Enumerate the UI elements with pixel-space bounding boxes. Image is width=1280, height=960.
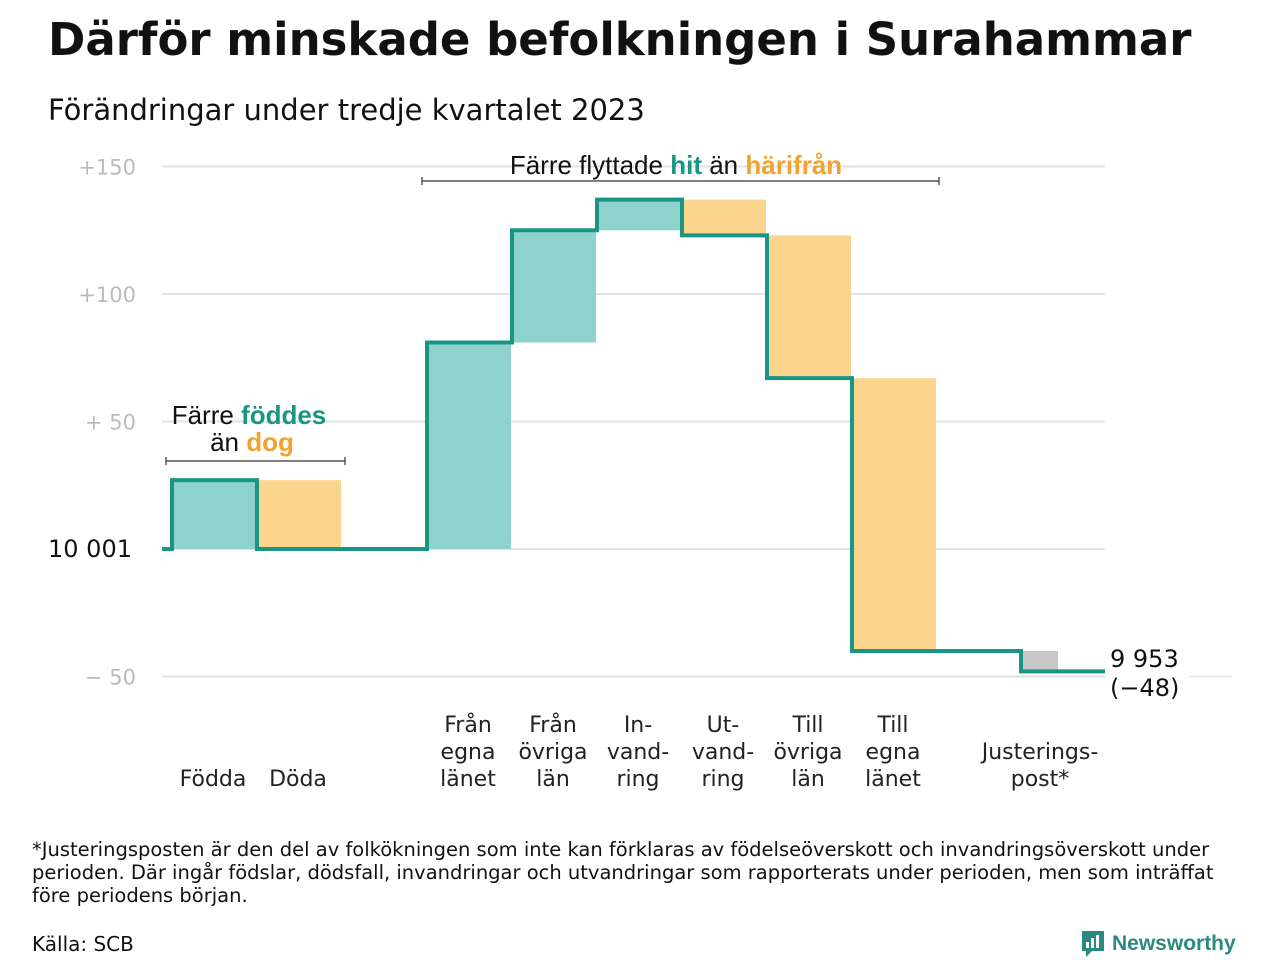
brand-name: Newsworthy <box>1112 932 1236 955</box>
y-axis-ticks: + 50 +100 +150 − 50 <box>78 156 136 690</box>
y-tick-label: +100 <box>78 283 136 307</box>
category-label: vand- <box>692 740 754 765</box>
chart-subtitle: Förändringar under tredje kvartalet 2023 <box>48 93 645 127</box>
category-label: egna <box>441 740 496 765</box>
waterfall-bar <box>427 342 511 549</box>
category-label: egna <box>866 740 921 765</box>
moves-annotation: Färre flyttade hit än härifrån <box>510 150 842 180</box>
end-value-labels: 10 001 9 953 (−48) <box>48 535 1179 702</box>
waterfall-bar <box>597 199 681 231</box>
annotations: Färre föddes än dog Färre flyttade hit ä… <box>165 150 940 465</box>
waterfall-bar <box>852 378 936 651</box>
y-tick-label: − 50 <box>85 666 136 690</box>
category-label: Ut- <box>707 713 740 738</box>
moves-key-hit: hit <box>670 150 702 180</box>
waterfall-bar <box>257 480 341 549</box>
waterfall-bar <box>512 230 596 343</box>
footnote: *Justeringsposten är den del av folkökni… <box>32 838 1214 907</box>
category-label: vand- <box>607 740 669 765</box>
waterfall-bar <box>172 480 258 549</box>
category-label: Till <box>791 713 823 738</box>
category-label: Döda <box>269 767 327 792</box>
end-change-label: (−48) <box>1110 674 1179 702</box>
births-annotation-line1: Färre föddes <box>172 400 327 430</box>
category-label: Födda <box>180 767 247 792</box>
waterfall-chart: + 50+100+150− 50 Födda DödaFrånegnalänetF… <box>48 150 1232 792</box>
births-annotation-line2: än dog <box>210 427 294 457</box>
moves-key-harifran: härifrån <box>745 150 842 180</box>
step-line <box>162 197 1105 674</box>
waterfall-bar <box>1021 651 1058 672</box>
waterfall-bar <box>767 235 851 379</box>
waterfall-bar <box>682 199 766 236</box>
births-key-word: föddes <box>241 400 326 430</box>
category-label: ring <box>616 767 659 792</box>
y-tick-label: +150 <box>78 156 136 180</box>
y-tick-label: + 50 <box>85 411 136 435</box>
category-label: Justerings- <box>980 740 1099 765</box>
category-label: län <box>791 767 825 792</box>
category-label: län <box>536 767 570 792</box>
category-label: länet <box>440 767 496 792</box>
category-label: Från <box>444 712 492 738</box>
x-axis-labels: Födda DödaFrånegnalänetFrånövrigalänIn-va… <box>180 712 1099 792</box>
category-label: övriga <box>518 740 587 765</box>
step-line-layer <box>162 197 1105 674</box>
category-label: Till <box>876 713 908 738</box>
chart-title: Därför minskade befolkningen i Surahamma… <box>48 13 1192 66</box>
waterfall-bars <box>172 199 1058 672</box>
end-value-label: 9 953 <box>1110 645 1179 673</box>
category-label: post* <box>1011 767 1070 792</box>
newsworthy-logo-icon <box>1082 931 1104 957</box>
category-label: Från <box>529 712 577 738</box>
category-label: övriga <box>773 740 842 765</box>
category-label: ring <box>701 767 744 792</box>
category-label: In- <box>624 713 652 738</box>
start-value-label: 10 001 <box>48 535 132 563</box>
category-label: länet <box>865 767 921 792</box>
brand-logo: Newsworthy <box>1080 928 1236 960</box>
source-label: Källa: SCB <box>32 932 134 956</box>
deaths-key-word: dog <box>246 427 294 457</box>
